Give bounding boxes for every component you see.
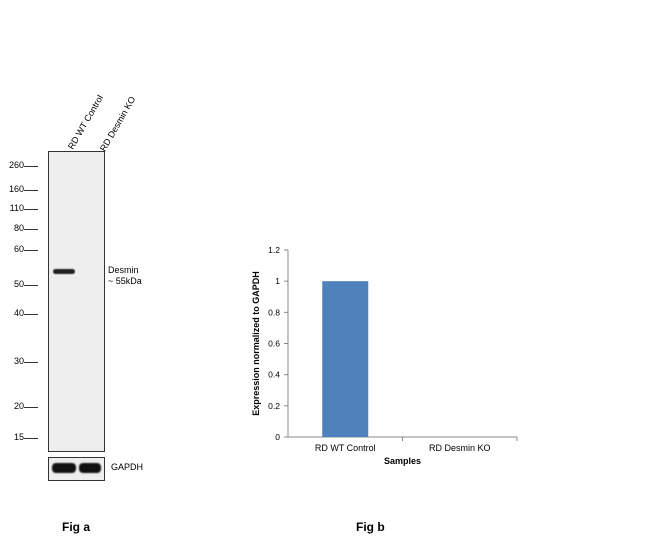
y-tick-label: 1 (275, 276, 280, 286)
y-tick-label: 0.6 (268, 339, 280, 349)
y-tick-label: 0.8 (268, 307, 280, 317)
lane-label-ko: RD Desmin KO (98, 94, 138, 153)
desmin-label-name: Desmin (108, 265, 139, 275)
bar-1 (322, 281, 369, 437)
bar-chart: 0 0.2 0.4 0.6 0.8 1 1.2 RD WT Control RD Desmin … (251, 245, 518, 466)
gapdh-band-ko (79, 463, 101, 473)
desmin-label: Desmin ~ 55kDa (108, 265, 142, 287)
desmin-label-size: ~ 55kDa (108, 276, 142, 286)
y-tick-label: 0 (275, 432, 280, 442)
fig-a-caption: Fig a (62, 520, 91, 534)
x-axis-title: Samples (384, 456, 421, 466)
x-tick-label: RD WT Control (315, 443, 376, 453)
blot-gapdh (48, 457, 105, 481)
lane-label-wt: RD WT Control (66, 93, 106, 151)
y-tick-label: 0.2 (268, 401, 280, 411)
gapdh-band-wt (52, 463, 76, 473)
desmin-band (53, 269, 75, 274)
blot-main (48, 151, 105, 452)
y-axis-title: Expression normalized to GAPDH (251, 271, 261, 416)
y-tick-label: 0.4 (268, 370, 280, 380)
fig-b-caption: Fig b (356, 520, 385, 534)
y-tick-label: 1.2 (268, 245, 280, 255)
gapdh-label: GAPDH (111, 462, 144, 472)
x-tick-label: RD Desmin KO (429, 443, 491, 453)
